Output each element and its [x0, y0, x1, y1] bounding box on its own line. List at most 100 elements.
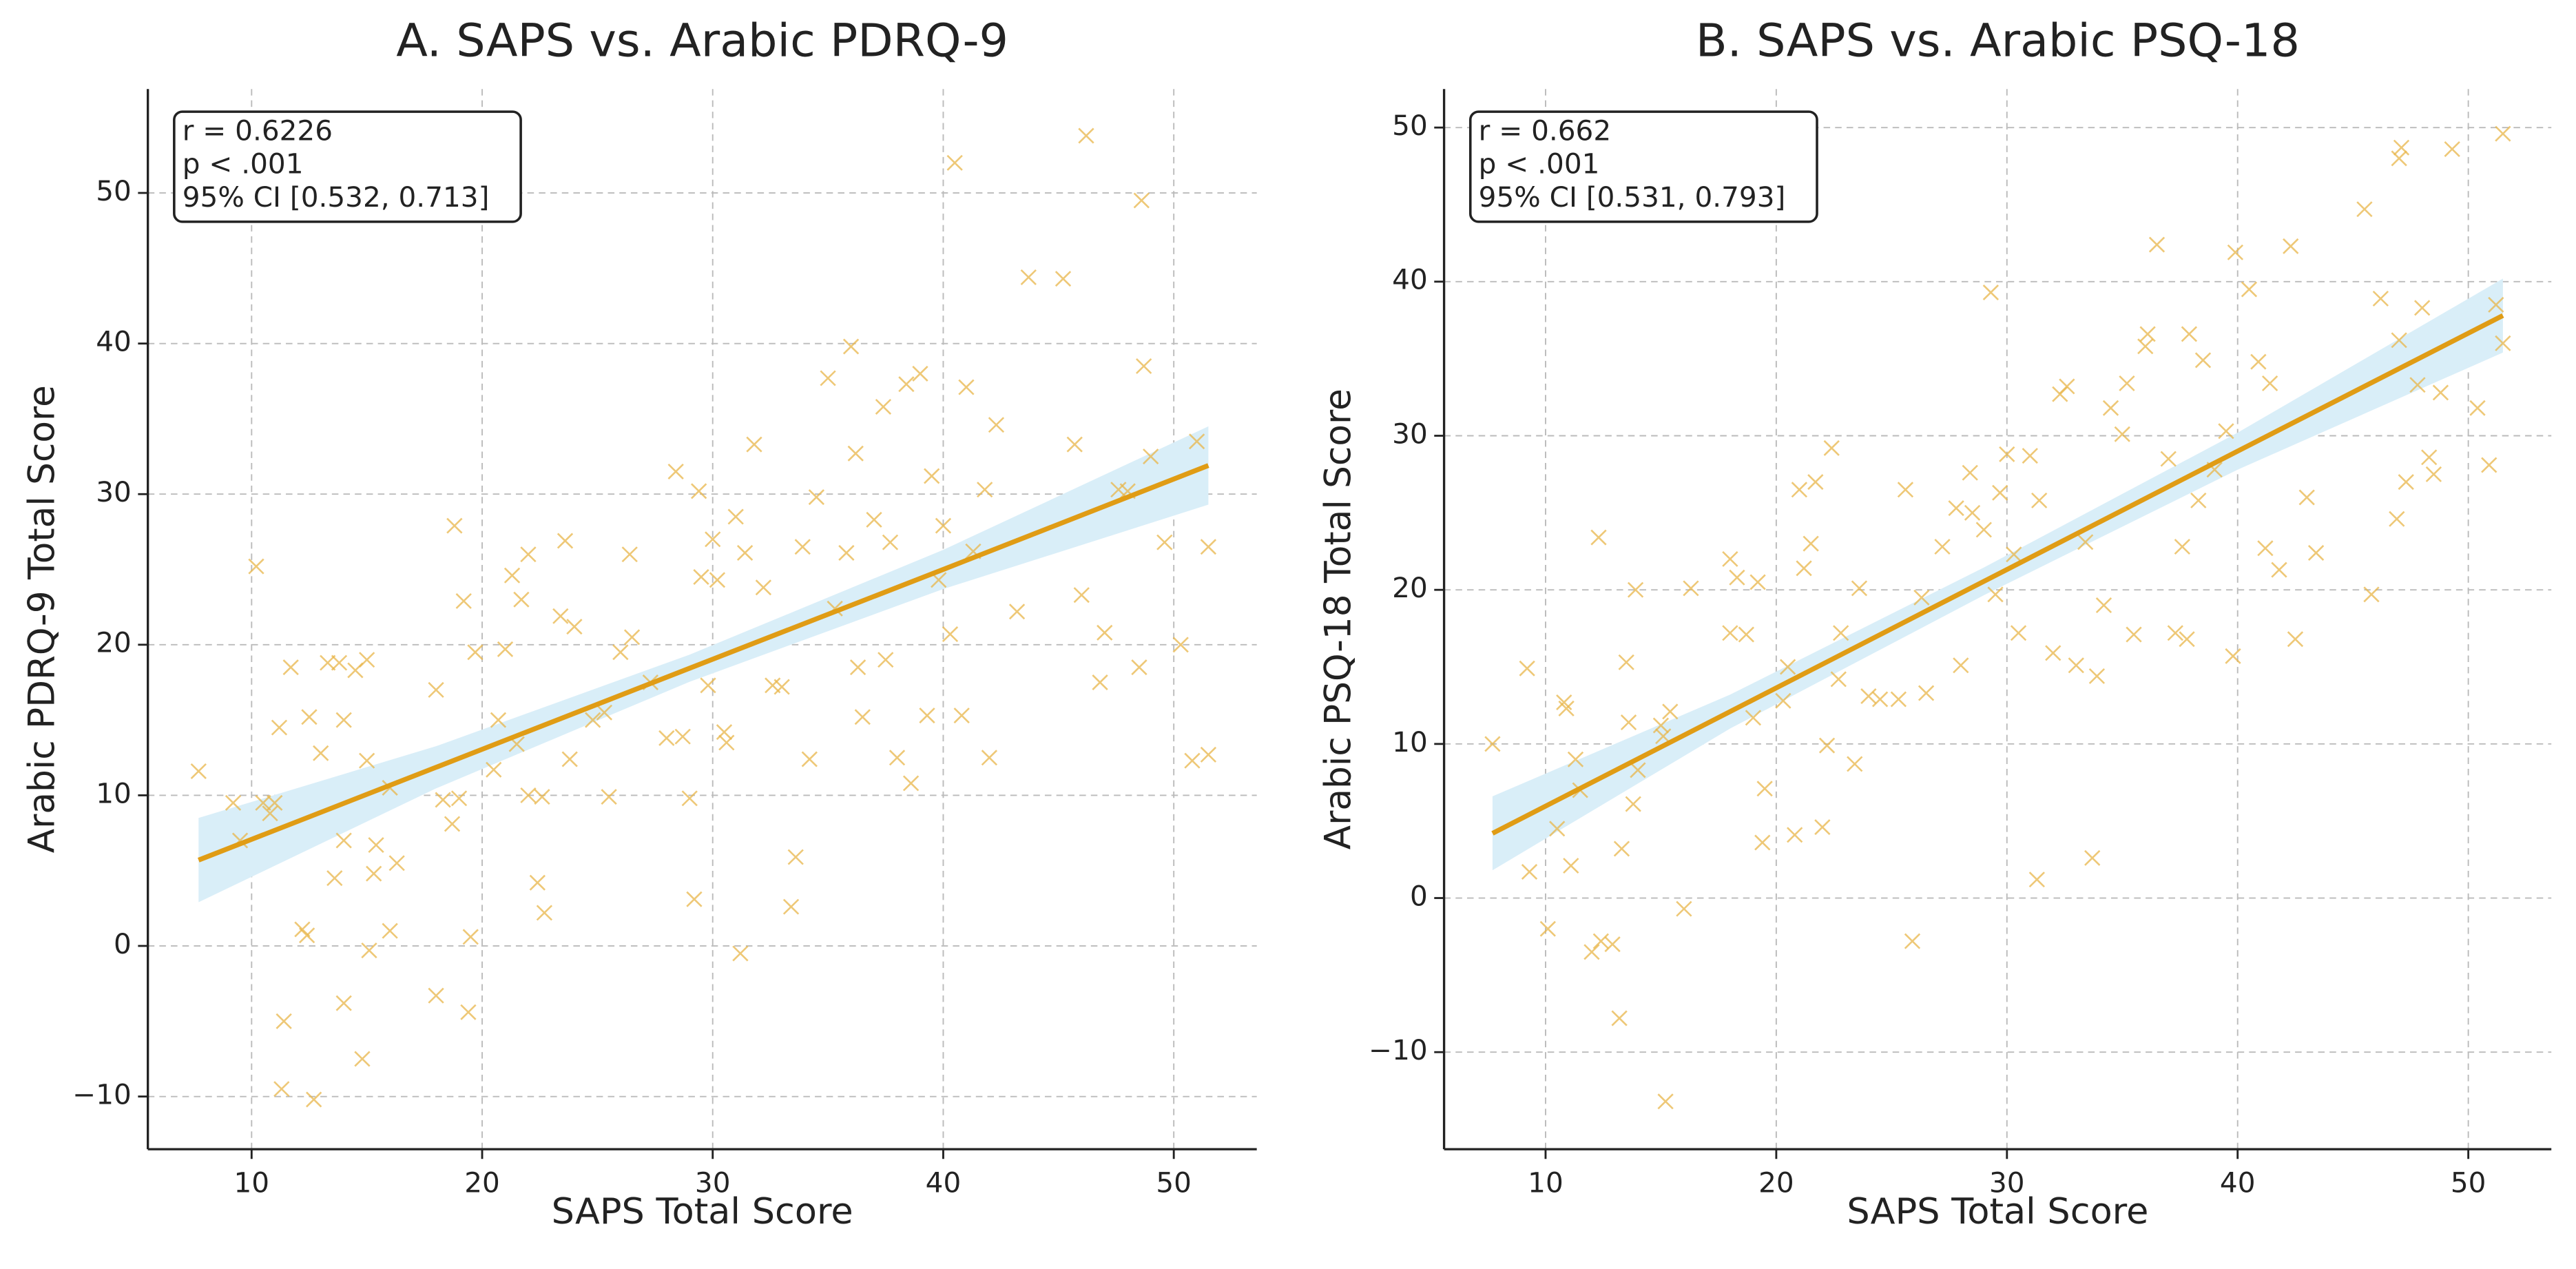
- scatter-point: [2006, 546, 2022, 563]
- scatter-point: [1131, 659, 1147, 676]
- scatter-point: [2495, 335, 2511, 351]
- scatter-point: [2218, 423, 2234, 440]
- scatter-point: [2393, 139, 2410, 156]
- scatter-point: [1948, 500, 1964, 517]
- scatter-point: [2045, 645, 2061, 661]
- annotation-text: 95% CI [0.532, 0.713]: [183, 182, 490, 214]
- scatter-point: [1567, 751, 1584, 767]
- scatter-point: [2084, 849, 2101, 866]
- scatter-point: [467, 644, 484, 661]
- scatter-point: [2126, 626, 2142, 643]
- scatter-point: [2137, 338, 2154, 355]
- scatter-point: [1913, 589, 1930, 606]
- scatter-point: [536, 905, 553, 921]
- y-tick-label: 10: [1392, 727, 1428, 759]
- scatter-point: [782, 898, 800, 915]
- scatter-point: [1200, 539, 1217, 555]
- scatter-point: [1775, 692, 1791, 709]
- scatter-point: [1618, 654, 1634, 670]
- scatter-point: [2389, 510, 2405, 527]
- x-tick-label: 20: [464, 1168, 500, 1199]
- y-tick-label: 20: [1392, 572, 1428, 604]
- scatter-point: [271, 719, 288, 736]
- scatter-point: [1683, 580, 1699, 597]
- scatter-point: [225, 794, 242, 811]
- scatter-point: [1975, 522, 1992, 538]
- scatter-point: [1964, 504, 1981, 521]
- scatter-point: [700, 677, 716, 694]
- scatter-point: [1604, 936, 1621, 953]
- scatter-point: [1833, 625, 1849, 641]
- y-tick-label: 50: [1392, 110, 1428, 142]
- scatter-point: [1999, 446, 2015, 462]
- scatter-point: [2227, 244, 2244, 260]
- scatter-point: [801, 751, 818, 767]
- scatter-point: [2481, 457, 2497, 473]
- scatter-point: [727, 508, 744, 525]
- scatter-point: [497, 641, 514, 657]
- y-tick-label: 20: [96, 628, 132, 659]
- scatter-point: [2077, 534, 2094, 550]
- scatter-point: [866, 511, 882, 528]
- scatter-point: [1918, 685, 1935, 701]
- scatter-point: [2241, 281, 2258, 298]
- scatter-point: [2148, 236, 2165, 253]
- y-tick-label: 0: [114, 929, 132, 960]
- x-tick-label: 30: [1989, 1168, 2025, 1199]
- y-tick-label: −10: [1369, 1035, 1428, 1066]
- scatter-point: [1987, 586, 2004, 603]
- scatter-point: [262, 805, 278, 822]
- scatter-point: [2425, 466, 2442, 482]
- scatter-point: [755, 579, 772, 596]
- y-tick-label: 40: [96, 327, 132, 358]
- x-tick-label: 20: [1758, 1168, 1794, 1199]
- scatter-point: [1851, 580, 1868, 597]
- scatter-point: [490, 712, 507, 728]
- scatter-point: [919, 708, 935, 724]
- annotation-box: [1468, 110, 1818, 223]
- scatter-point: [842, 338, 860, 355]
- y-tick-label: 0: [1410, 881, 1428, 913]
- scatter-point: [326, 870, 343, 887]
- x-tick-label: 10: [1528, 1168, 1564, 1199]
- scatter-point: [2022, 448, 2038, 464]
- x-tick-label: 40: [926, 1168, 962, 1199]
- scatter-point: [1890, 691, 1907, 708]
- scatter-point: [716, 724, 733, 741]
- scatter-point: [718, 734, 735, 751]
- scatter-point: [2114, 426, 2130, 442]
- scatter-point: [681, 790, 698, 807]
- scatter-point: [1897, 482, 1914, 498]
- scatter-point: [248, 558, 264, 575]
- y-axis-label: Arabic PSQ-18 Total Score: [1318, 389, 1359, 849]
- scatter-point: [1055, 271, 1072, 287]
- x-axis-label: SAPS Total Score: [552, 1191, 853, 1232]
- scatter-point: [1830, 671, 1847, 688]
- scatter-point: [849, 659, 866, 676]
- scatter-point: [358, 652, 375, 668]
- scatter-point: [667, 463, 684, 479]
- y-tick-label: −10: [72, 1080, 132, 1111]
- x-tick-label: 50: [1156, 1168, 1192, 1199]
- scatter-point: [428, 681, 444, 698]
- x-tick-label: 10: [233, 1168, 269, 1199]
- scatter-point: [1962, 464, 1978, 481]
- scatter-point: [1722, 550, 1738, 567]
- scatter-point: [2068, 657, 2084, 674]
- y-tick-label: 40: [1392, 265, 1428, 296]
- scatter-point: [924, 468, 940, 484]
- scatter-point: [1630, 762, 1646, 778]
- scatter-point: [335, 832, 352, 849]
- scatter-point: [601, 789, 617, 805]
- scatter-point: [1756, 781, 1773, 797]
- scatter-point: [358, 752, 375, 769]
- scatter-point: [612, 644, 629, 661]
- scatter-point: [1662, 703, 1679, 720]
- scatter-point: [977, 482, 993, 498]
- regression-line: [1491, 313, 2504, 836]
- scatter-point: [2028, 871, 2046, 888]
- scatter-point: [2356, 201, 2373, 218]
- scatter-point: [1676, 900, 1692, 917]
- scatter-point: [621, 546, 638, 563]
- scatter-point: [854, 709, 871, 725]
